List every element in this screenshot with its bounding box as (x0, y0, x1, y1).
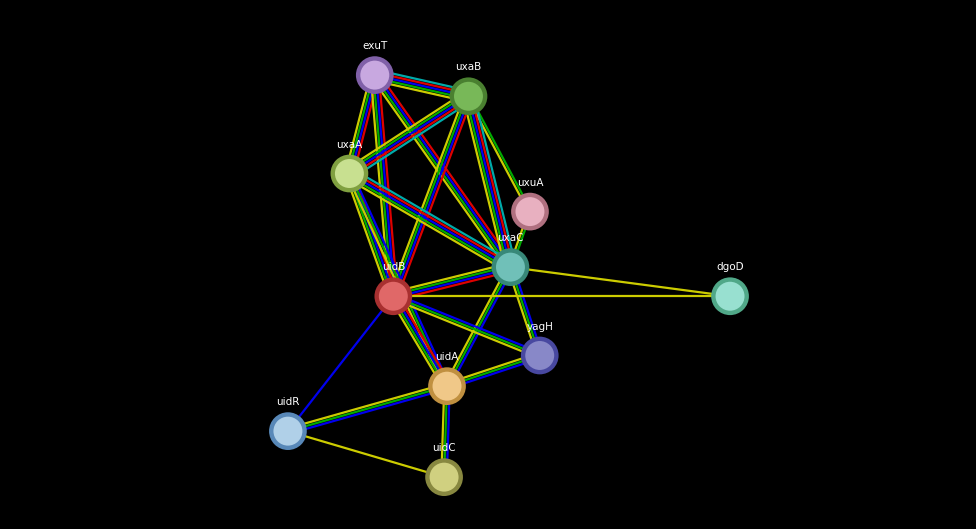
Ellipse shape (450, 77, 487, 115)
Text: uxuA: uxuA (516, 178, 544, 188)
Text: uxaA: uxaA (337, 140, 362, 150)
Ellipse shape (431, 370, 463, 402)
Text: uidA: uidA (435, 352, 459, 362)
Ellipse shape (378, 280, 409, 312)
Ellipse shape (356, 56, 393, 94)
Ellipse shape (514, 196, 546, 227)
Text: uidR: uidR (276, 397, 300, 407)
Ellipse shape (363, 63, 386, 87)
Ellipse shape (272, 415, 304, 447)
Ellipse shape (524, 340, 555, 371)
Text: uxaC: uxaC (497, 233, 524, 243)
Ellipse shape (528, 344, 551, 367)
Ellipse shape (712, 277, 749, 315)
Text: exuT: exuT (362, 41, 387, 51)
Ellipse shape (338, 162, 361, 185)
Ellipse shape (499, 256, 522, 279)
Ellipse shape (453, 80, 484, 112)
Ellipse shape (435, 375, 459, 398)
Ellipse shape (331, 154, 368, 193)
Ellipse shape (511, 193, 549, 231)
Ellipse shape (495, 251, 526, 283)
Ellipse shape (714, 280, 746, 312)
Ellipse shape (428, 461, 460, 493)
Ellipse shape (269, 412, 306, 450)
Ellipse shape (276, 419, 300, 443)
Text: yagH: yagH (526, 322, 553, 332)
Ellipse shape (334, 158, 365, 189)
Ellipse shape (428, 367, 466, 405)
Text: dgoD: dgoD (716, 262, 744, 272)
Ellipse shape (457, 85, 480, 108)
Text: uxaB: uxaB (456, 62, 481, 72)
Ellipse shape (359, 59, 390, 91)
Ellipse shape (492, 248, 529, 286)
Ellipse shape (518, 200, 542, 223)
Ellipse shape (426, 458, 463, 496)
Text: uidC: uidC (432, 443, 456, 453)
Ellipse shape (375, 277, 412, 315)
Ellipse shape (521, 336, 558, 375)
Ellipse shape (382, 284, 405, 308)
Ellipse shape (432, 466, 456, 489)
Ellipse shape (718, 284, 742, 308)
Text: uidB: uidB (382, 262, 405, 272)
